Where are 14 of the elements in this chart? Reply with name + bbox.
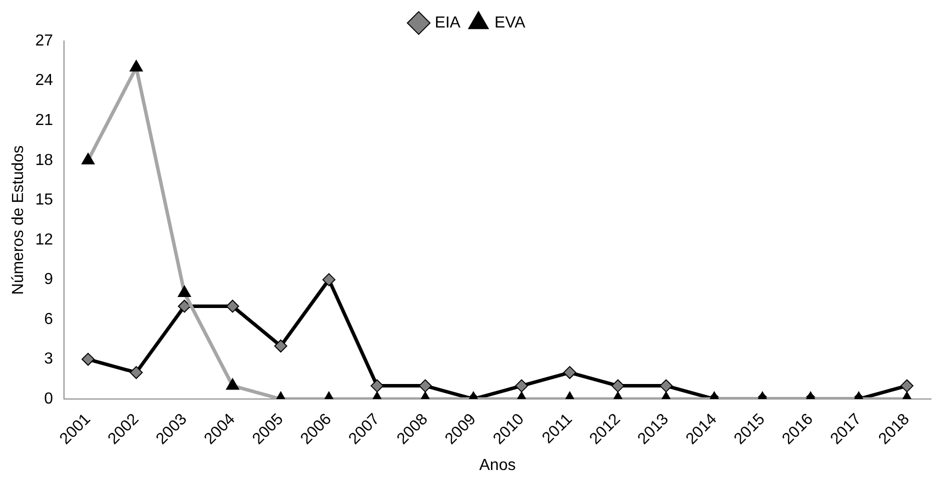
y-tick-label: 24 bbox=[35, 72, 54, 90]
y-tick-label: 0 bbox=[44, 390, 54, 408]
legend-label: EIA bbox=[434, 14, 461, 32]
x-axis-title: Anos bbox=[479, 456, 516, 474]
y-axis-title: Números de Estudos bbox=[10, 145, 28, 295]
y-tick-label: 6 bbox=[44, 310, 54, 328]
y-tick-label: 12 bbox=[35, 231, 54, 248]
y-tick-label: 18 bbox=[35, 152, 54, 169]
y-tick-label: 3 bbox=[44, 350, 54, 368]
y-tick-label: 15 bbox=[35, 192, 54, 209]
y-tick-label: 27 bbox=[35, 32, 54, 50]
y-tick-label: 9 bbox=[44, 271, 54, 288]
legend-label: EVA bbox=[494, 14, 526, 32]
y-tick-label: 21 bbox=[35, 112, 54, 129]
